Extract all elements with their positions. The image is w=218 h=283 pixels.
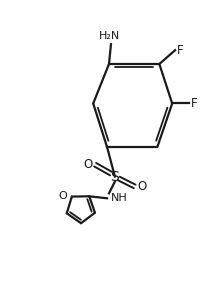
Text: O: O — [83, 158, 92, 171]
Text: O: O — [138, 180, 147, 193]
Text: S: S — [111, 170, 119, 184]
Text: NH: NH — [111, 193, 128, 203]
Text: F: F — [191, 97, 198, 110]
Text: F: F — [177, 44, 184, 57]
Text: O: O — [58, 191, 67, 201]
Text: H₂N: H₂N — [99, 31, 120, 41]
